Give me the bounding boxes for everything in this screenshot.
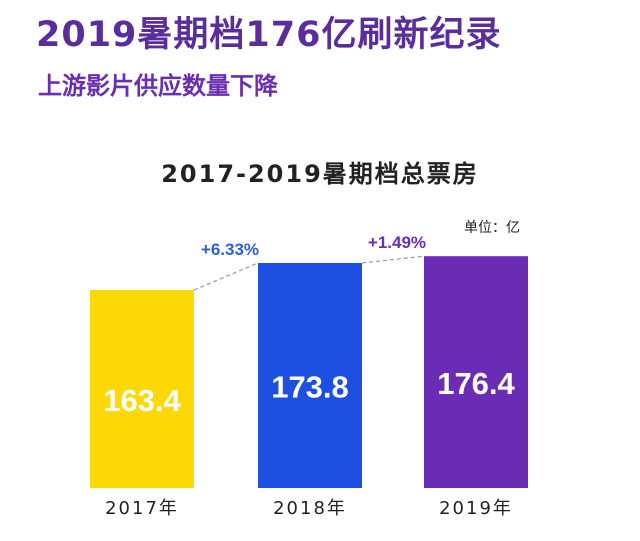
value-label: 173.8 xyxy=(271,369,349,404)
value-label: 163.4 xyxy=(103,383,181,418)
x-tick-label: 2017年 xyxy=(105,498,179,519)
growth-connector xyxy=(193,262,259,291)
bar-2018年 xyxy=(258,262,362,488)
growth-label: +1.49% xyxy=(368,233,426,252)
chart-title: 2017-2019暑期档总票房 xyxy=(161,160,479,188)
value-label: 176.4 xyxy=(437,366,515,401)
growth-label: +6.33% xyxy=(201,240,259,259)
bar-2019年 xyxy=(424,256,528,488)
growth-connector xyxy=(361,255,425,264)
box-office-bar-chart: 2017-2019暑期档总票房 单位：亿 163.4 2017年 173.8 2018… xyxy=(90,160,528,519)
x-tick-label: 2019年 xyxy=(439,498,513,519)
unit-label: 单位：亿 xyxy=(464,220,520,236)
bar-2017年 xyxy=(90,290,194,488)
page-subhead: 上游影片供应数量下降 xyxy=(38,72,278,100)
x-tick-label: 2018年 xyxy=(273,498,347,519)
bars-layer: 163.4 2017年 173.8 2018年 176.4 2019年 +6.33% +1.4… xyxy=(90,233,528,519)
page-headline: 2019暑期档176亿刷新纪录 xyxy=(36,15,502,55)
